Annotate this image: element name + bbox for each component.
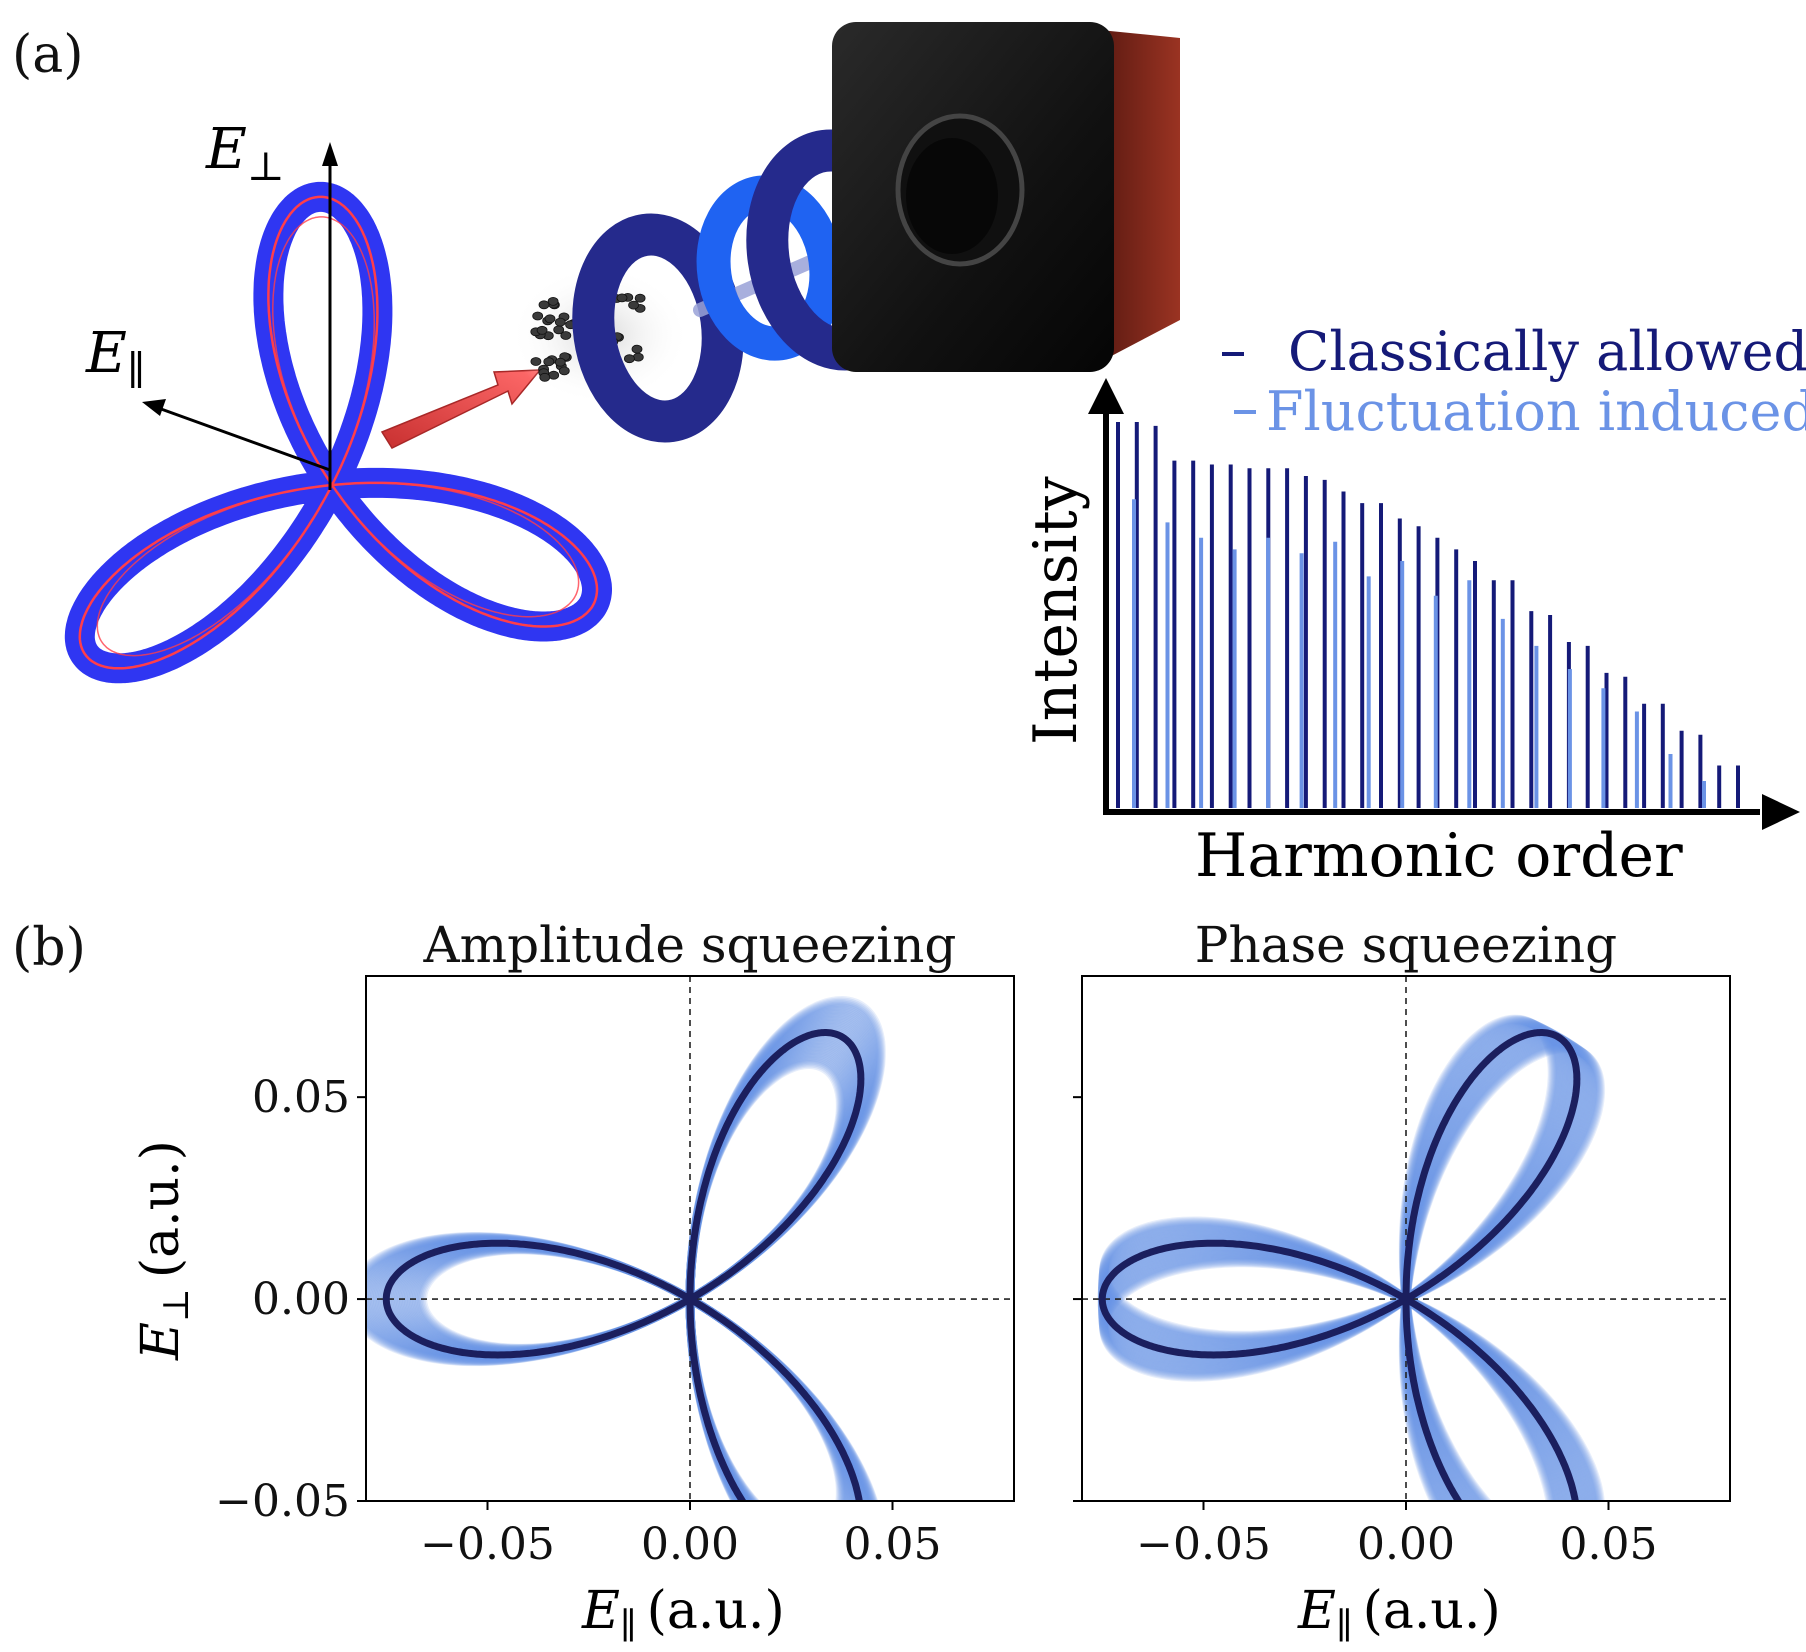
- x-tick-label: 0.05: [1560, 1519, 1658, 1570]
- par-axis-arrowhead: [142, 399, 166, 416]
- x-tick-label: 0.00: [641, 1519, 739, 1570]
- x-tick-label: 0.00: [1357, 1519, 1455, 1570]
- y-axis-label: E⊥(a.u.): [131, 1140, 197, 1361]
- trefoil-mean-orbit: [78, 195, 599, 670]
- y-tick-label: −0.05: [215, 1476, 350, 1527]
- x-tick-label: −0.05: [1136, 1519, 1271, 1570]
- spectrum-bars: [1116, 422, 1740, 808]
- x-axis-label-right: E∥ (a.u.): [1297, 1581, 1501, 1647]
- x-tick-label: −0.05: [420, 1519, 555, 1570]
- x-tick-label: 0.05: [844, 1519, 942, 1570]
- panel-b-label: (b): [12, 918, 86, 978]
- trefoil-ribbon: [64, 181, 612, 684]
- panel-a-label: (a): [12, 25, 84, 85]
- spectrum-xlabel: Harmonic order: [1195, 821, 1683, 891]
- mean-trajectory: [382, 1029, 865, 1501]
- detector-box: [832, 22, 1180, 372]
- spectrum-y-arrowhead: [1088, 378, 1124, 414]
- perp-axis-label: E⊥: [205, 117, 285, 190]
- y-tick-label: 0.05: [252, 1072, 350, 1123]
- spectrum-x-arrowhead: [1762, 794, 1800, 830]
- trefoil-3d-figure: E⊥ E∥: [64, 117, 612, 684]
- chart-right-title: Phase squeezing: [1195, 916, 1617, 974]
- y-tick-label: 0.00: [252, 1274, 350, 1325]
- amplitude-squeezing-plot: −0.05 0.00 0.05 −0.05 0.00 0.05: [215, 975, 1015, 1570]
- phase-squeezing-plot: −0.05 0.00 0.05: [1073, 975, 1731, 1570]
- uncertainty-band: [366, 995, 886, 1501]
- trefoil-inner-orbit: [96, 216, 580, 657]
- legend-fluct: Fluctuation induced: [1266, 380, 1806, 443]
- legend-classical: Classically allowed: [1288, 320, 1806, 383]
- par-axis-line: [149, 403, 331, 472]
- chart-left-title: Amplitude squeezing: [423, 916, 957, 974]
- perp-axis-arrowhead: [322, 142, 338, 166]
- detector-side: [1100, 30, 1180, 362]
- mean-trajectory: [1098, 1029, 1581, 1501]
- trefoil-lobes: [64, 181, 612, 684]
- spectrum-ylabel: Intensity: [1021, 476, 1091, 745]
- laser-beam-arrow: [380, 369, 542, 449]
- par-axis-label: E∥: [85, 321, 145, 394]
- harmonic-spectrum: Classically allowed Fluctuation induced …: [1021, 320, 1806, 891]
- x-axis-label-left: E∥ (a.u.): [581, 1581, 785, 1647]
